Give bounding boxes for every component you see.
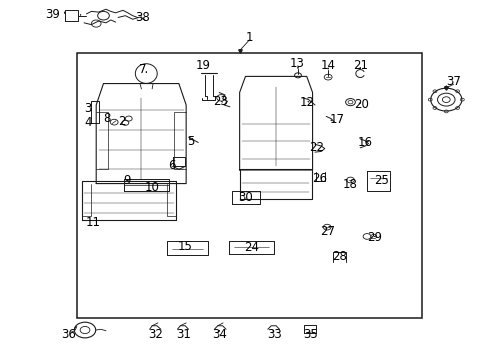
Text: 36: 36 — [61, 328, 76, 341]
Text: 10: 10 — [144, 181, 159, 194]
Text: 4: 4 — [84, 116, 91, 129]
Text: 6: 6 — [167, 159, 175, 172]
Text: 38: 38 — [135, 11, 149, 24]
Text: 26: 26 — [312, 172, 326, 185]
Text: 25: 25 — [373, 174, 388, 187]
Text: 32: 32 — [148, 328, 163, 341]
Text: 31: 31 — [176, 328, 191, 341]
Text: 7: 7 — [139, 63, 146, 76]
Bar — [77, 53, 421, 318]
Text: 5: 5 — [187, 135, 194, 148]
Text: 23: 23 — [212, 95, 227, 108]
Text: 21: 21 — [352, 59, 367, 72]
Text: 39: 39 — [45, 9, 60, 22]
Text: 24: 24 — [244, 241, 259, 255]
Text: 8: 8 — [103, 112, 111, 125]
Text: 30: 30 — [238, 192, 252, 204]
Text: 11: 11 — [85, 216, 100, 229]
Text: 1: 1 — [245, 31, 253, 44]
Text: 22: 22 — [308, 141, 323, 154]
Text: 9: 9 — [123, 174, 130, 186]
Text: 34: 34 — [211, 328, 226, 341]
Text: 16: 16 — [357, 136, 372, 149]
Text: 17: 17 — [329, 113, 344, 126]
Text: 29: 29 — [366, 231, 382, 244]
Text: 15: 15 — [177, 240, 192, 253]
Text: 28: 28 — [331, 250, 346, 263]
Text: 27: 27 — [319, 225, 334, 238]
Text: 18: 18 — [343, 178, 357, 191]
Text: 33: 33 — [267, 328, 282, 341]
Text: 20: 20 — [353, 99, 368, 112]
Text: 12: 12 — [299, 96, 314, 109]
Text: 35: 35 — [302, 328, 317, 341]
Text: 37: 37 — [445, 75, 460, 88]
Text: 14: 14 — [320, 59, 335, 72]
Text: 3: 3 — [84, 102, 91, 115]
Text: 13: 13 — [289, 57, 304, 71]
Text: 2: 2 — [118, 114, 125, 127]
Text: 19: 19 — [195, 59, 210, 72]
